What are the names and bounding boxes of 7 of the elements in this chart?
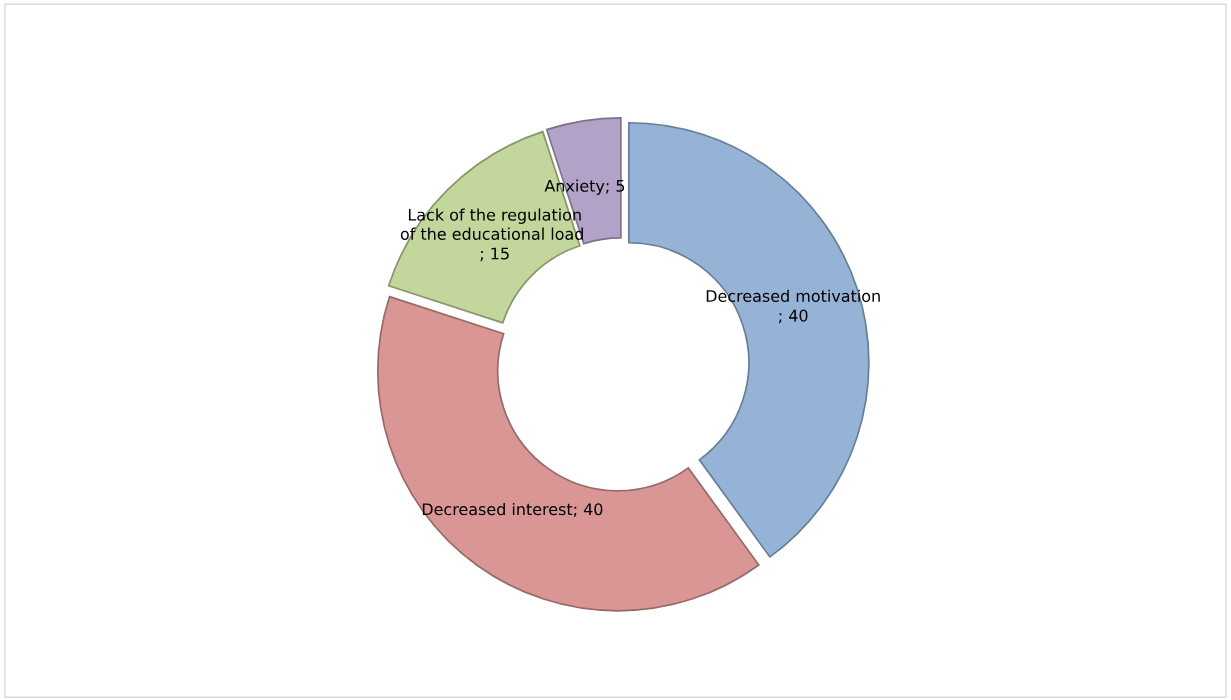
data-label: ; 5 [606, 179, 625, 194]
slice-label: Decreased motivation [706, 289, 880, 303]
slice-label: Anxiety [544, 179, 605, 195]
data-label: ; 40 [573, 503, 603, 517]
data-label: ; 40 [779, 309, 808, 324]
slice-label: Decreased interest [422, 502, 573, 516]
data-label: ; 15 [480, 247, 509, 262]
